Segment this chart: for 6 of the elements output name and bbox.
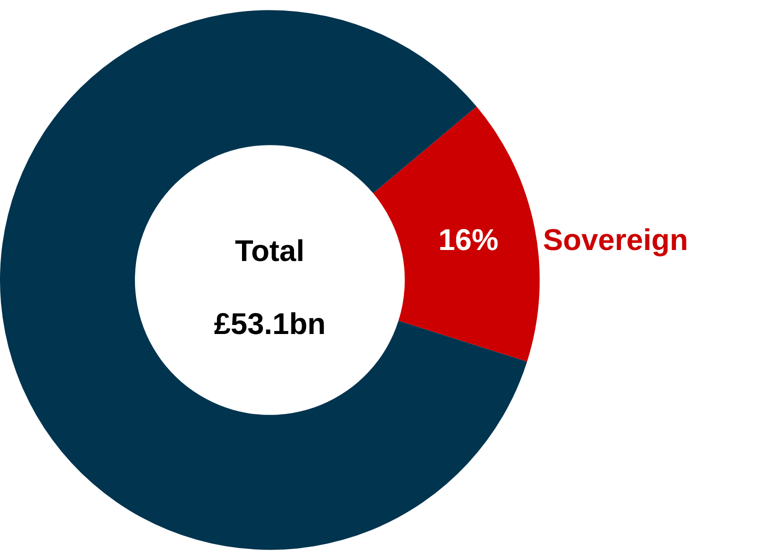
slice-label: Sovereign — [543, 224, 688, 257]
data-label: 16% — [438, 224, 498, 258]
donut-slice — [0, 10, 528, 550]
donut-slice — [373, 106, 540, 362]
text: Total — [235, 235, 304, 268]
text: £53.1bn — [214, 308, 326, 341]
